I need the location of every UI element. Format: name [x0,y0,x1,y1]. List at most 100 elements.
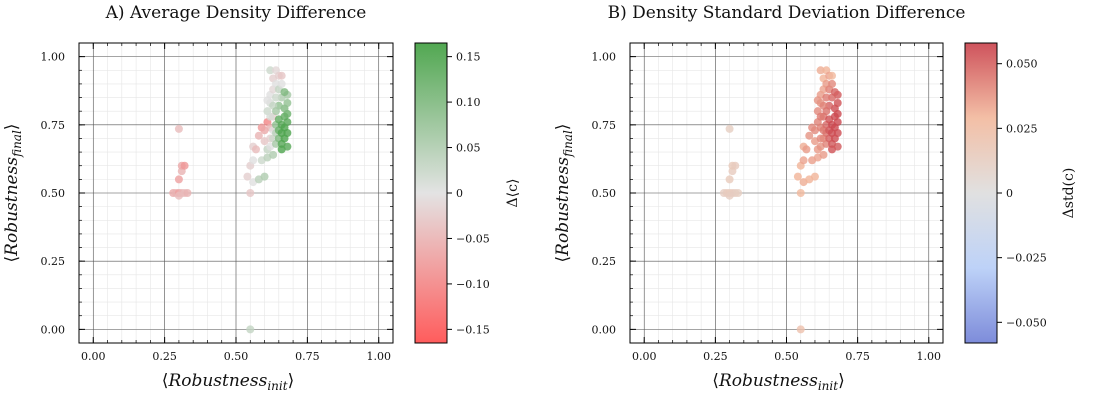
x-tick-label: 0.25 [152,350,177,363]
colorbar-tick-label: −0.025 [1006,252,1047,265]
y-tick-label: 0.50 [592,187,617,200]
colorbar-gradient [964,42,998,344]
x-tick-label: 1.00 [917,350,942,363]
y-tick-label: 1.00 [41,51,66,64]
chart-b: B) Density Standard Deviation Difference… [553,3,1077,393]
data-point [283,99,292,107]
data-point [830,88,839,97]
y-tick-label: 0.50 [41,187,66,200]
data-point [793,172,802,181]
grid [79,43,393,343]
data-point [246,325,255,334]
chart-title: B) Density Standard Deviation Difference [608,3,966,23]
data-point [174,175,183,184]
data-point [810,172,819,181]
data-point [819,150,828,159]
x-tick-label: 0.00 [632,350,657,363]
colorbar-tick-label: −0.15 [456,323,490,336]
y-tick-label: 0.25 [592,255,617,268]
data-point [266,66,275,75]
data-point [799,156,808,165]
data-point [283,118,292,127]
data-point [731,161,740,170]
data-point [266,112,275,121]
scatter-points [169,66,292,334]
data-point [828,71,837,80]
data-point [277,71,286,80]
colorbar-gradient [414,42,448,344]
data-point [833,142,842,151]
data-point [796,325,805,334]
y-tick-label: 1.00 [592,51,617,64]
data-point [271,107,280,116]
data-point [263,96,272,105]
data-point [180,161,189,170]
data-point [249,156,258,165]
y-tick-label: 0.25 [41,255,66,268]
y-tick-label: 0.75 [592,119,617,132]
data-point [816,112,825,121]
data-point [802,145,811,154]
x-tick-label: 0.50 [774,350,799,363]
data-point [271,93,280,102]
x-tick-label: 1.00 [366,350,391,363]
colorbar-tick-label: 0.10 [456,96,481,109]
colorbar-tick-label: 0.025 [1006,122,1038,135]
colorbar-tick-label: 0 [1006,187,1013,200]
colorbar-tick-label: −0.05 [456,232,490,245]
colorbar-label: Δ⟨c⟩ [505,179,521,208]
data-point [805,131,814,140]
colorbar-tick-label: 0.15 [456,51,481,64]
data-point [251,145,260,154]
colorbar-tick-label: −0.10 [456,278,490,291]
y-tick-label: 0.00 [41,323,66,336]
x-tick-label: 0.75 [845,350,870,363]
data-point [822,107,831,116]
data-point [183,189,192,197]
scatter-points [719,66,842,334]
colorbar-tick-label: 0.05 [456,142,481,155]
data-point [725,191,734,200]
grid [630,43,943,343]
data-point [283,142,292,151]
colorbar-tick-label: 0 [456,187,463,200]
data-point [725,175,734,184]
x-tick-label: 0.50 [224,350,249,363]
colorbar-tick-label: −0.050 [1006,316,1047,329]
data-point [833,118,842,127]
y-tick-label: 0.75 [41,119,66,132]
x-axis-label: ⟨Robustnessinit⟩ [162,371,294,393]
data-point [277,79,286,88]
data-point [243,172,252,181]
data-point [833,99,842,107]
chart-title: A) Average Density Difference [105,3,367,23]
data-point [269,150,278,159]
data-point [174,124,183,133]
chart-a: A) Average Density Difference 0.00 0.25 0.5… [2,3,521,393]
colorbar-tick-label: 0.050 [1006,58,1038,71]
data-point [283,129,292,137]
data-point [822,93,831,102]
colorbar-label: Δstd(c) [1061,168,1077,219]
data-point [246,189,255,197]
data-point [813,96,822,105]
x-tick-label: 0.75 [295,350,320,363]
data-point [833,129,842,137]
y-axis-label: ⟨Robustnessfinal⟩ [553,124,575,263]
x-tick-label: 0.25 [703,350,728,363]
data-point [280,88,289,97]
colorbar: −0.050 −0.025 0 0.025 0.050 Δstd(c) [964,42,1077,344]
x-tick-label: 0.00 [81,350,106,363]
data-point [260,172,269,181]
data-point [828,79,837,88]
data-point [174,191,183,200]
colorbar: −0.15 −0.10 −0.05 0 0.05 0.10 0.15 Δ⟨c⟩ [414,42,521,344]
y-tick-label: 0.00 [592,323,617,336]
data-point [796,189,805,197]
data-point [734,189,743,197]
data-point [725,124,734,133]
data-point [816,66,825,75]
x-axis-label: ⟨Robustnessinit⟩ [712,371,844,393]
